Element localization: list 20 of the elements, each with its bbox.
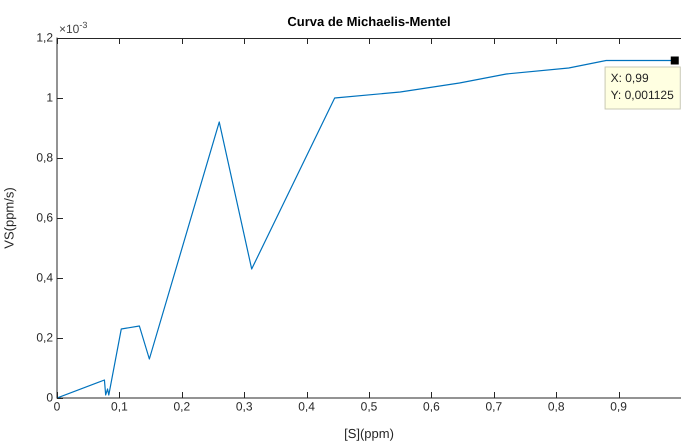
- y-tick-label: 0: [46, 390, 54, 404]
- y-tick-label: 1,2: [36, 30, 54, 44]
- x-tick-label: 0,1: [111, 400, 128, 414]
- y-tick-label: 0,4: [36, 270, 54, 284]
- y-tick-label: 0,6: [36, 210, 54, 224]
- x-tick-label: 0,5: [360, 400, 378, 414]
- x-tick-label: 0,3: [236, 400, 253, 414]
- x-tick-label: 0,2: [173, 400, 190, 414]
- x-tick-label: 0,6: [423, 400, 440, 414]
- x-tick-label: 0,7: [485, 400, 502, 414]
- y-tick-label: 0,8: [36, 150, 54, 164]
- x-tick-label: 0,8: [548, 400, 565, 414]
- y-tick-label: 1: [46, 90, 54, 104]
- y-tick-label: 0,2: [36, 330, 54, 344]
- annotation: X: 0,99 Y: 0,001125: [610, 70, 674, 102]
- y-axis-title: VS(ppm/s): [1, 187, 16, 249]
- x-tick-label: 0,9: [610, 400, 628, 414]
- x-tick-label: 0,4: [298, 400, 316, 414]
- x-axis-title: [S](ppm): [344, 426, 394, 441]
- chart-title: Curva de Michaelis-Mentel: [287, 14, 451, 29]
